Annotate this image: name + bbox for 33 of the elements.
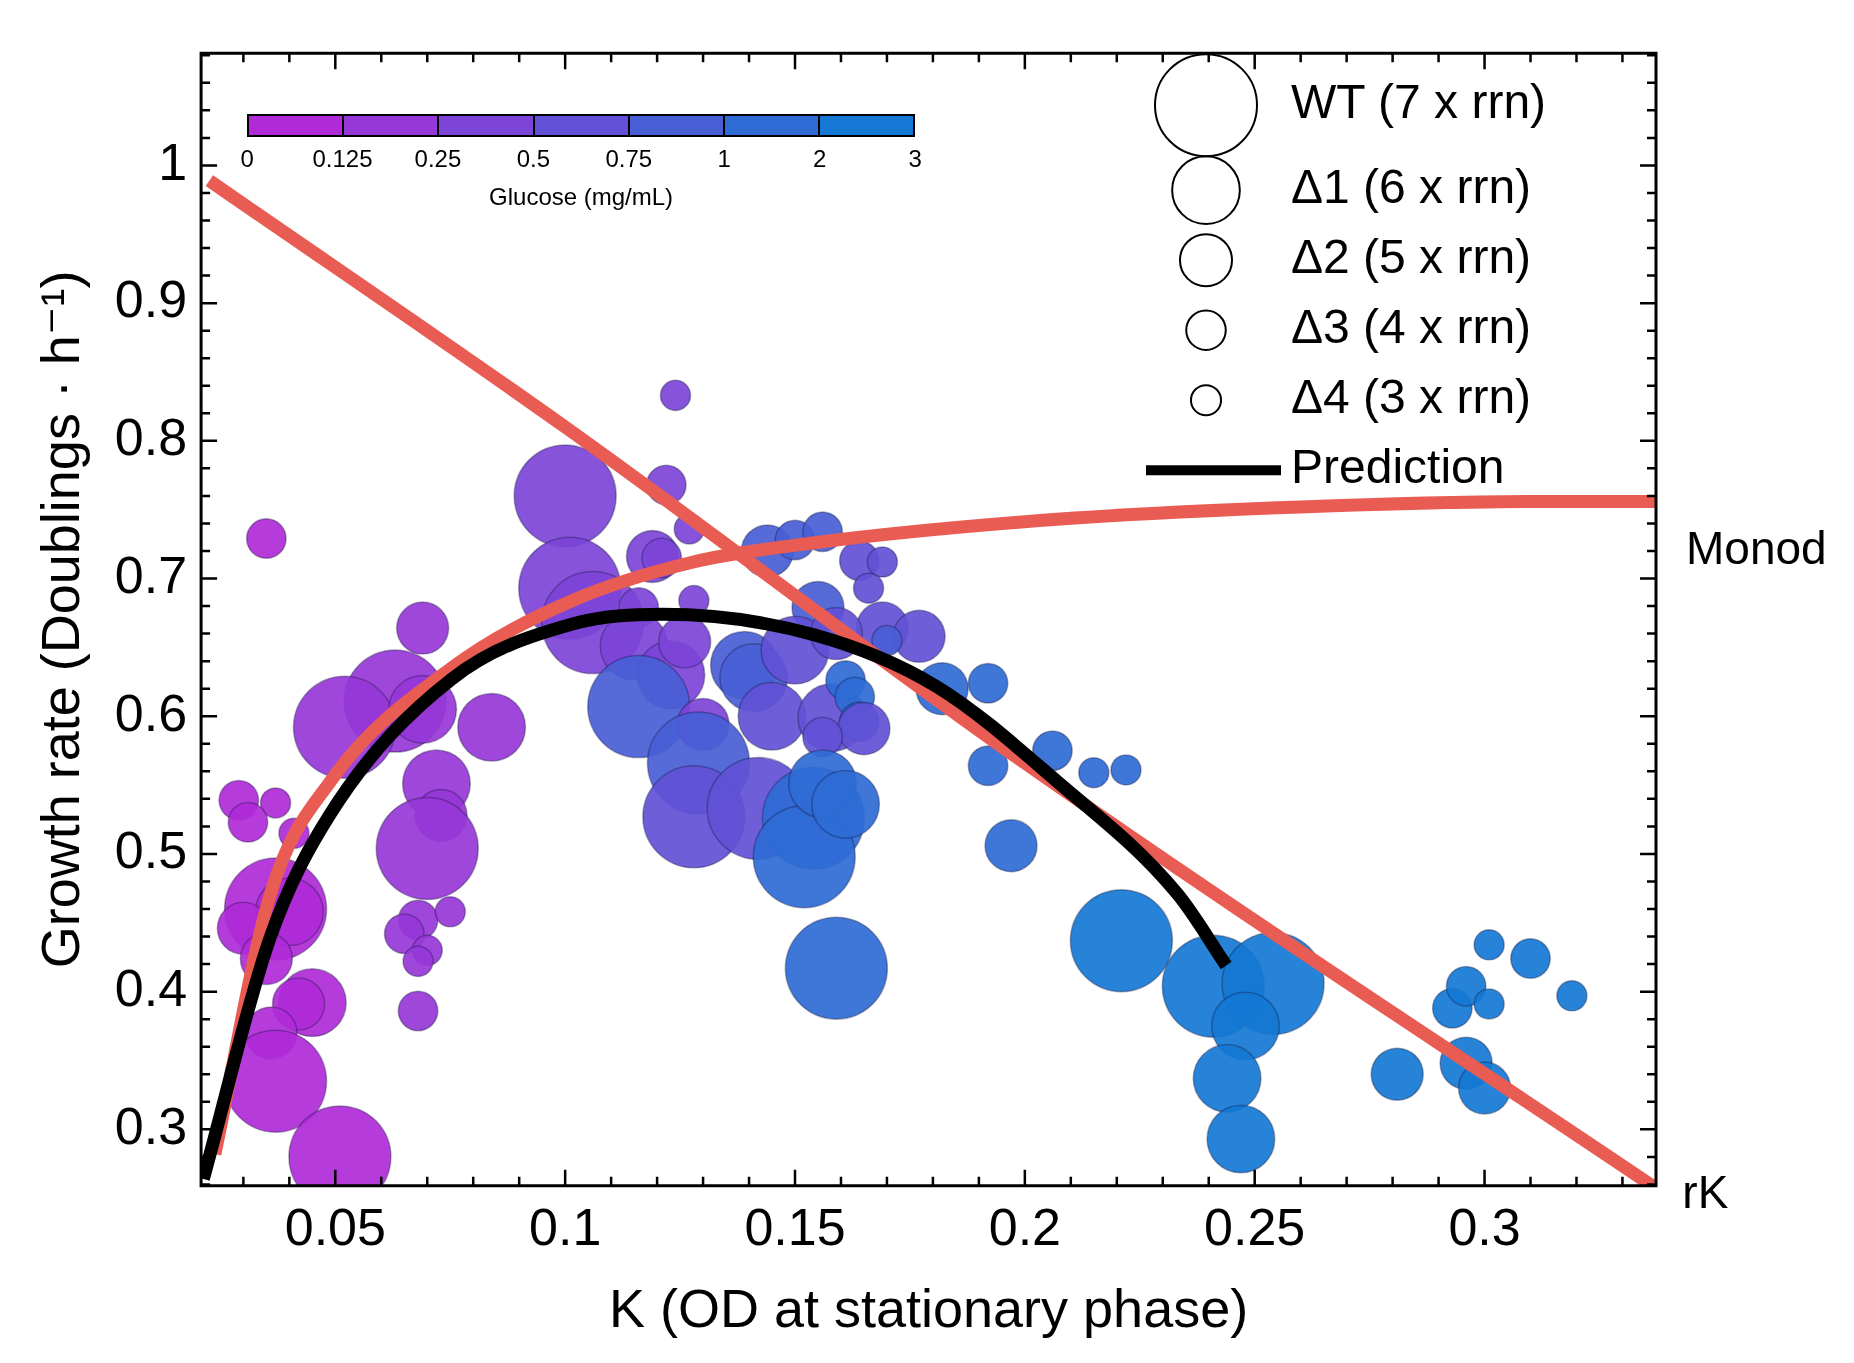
y-tick-label: 0.3 [114, 1096, 188, 1155]
legend-label: WT (7 x rrn) [1291, 75, 1547, 129]
legend-label: Δ4 (3 x rrn) [1291, 370, 1532, 424]
y-axis-title: Growth rate (Doublings · h⁻¹) [30, 270, 91, 969]
y-tick-label: 0.7 [114, 545, 188, 604]
y-tick-label: 0.9 [114, 270, 188, 329]
y-tick-label: 0.8 [114, 408, 188, 467]
y-tick-label: 1 [158, 132, 188, 191]
x-tick-label: 0.25 [1204, 1198, 1306, 1257]
y-tick-label: 0.6 [114, 683, 188, 742]
legend-label: Δ1 (6 x rrn) [1291, 160, 1532, 214]
annotation: 3 [908, 145, 922, 174]
x-tick-label: 0.1 [529, 1198, 602, 1257]
annotation: rK [1682, 1166, 1729, 1219]
legend-label: Δ3 (4 x rrn) [1291, 300, 1532, 354]
annotation: 2 [812, 145, 827, 174]
legend-label: Prediction [1291, 440, 1505, 494]
x-tick-label: 0.2 [988, 1198, 1061, 1257]
x-tick-label: 0.3 [1448, 1198, 1521, 1257]
annotation: 0.5 [516, 145, 551, 174]
annotation: 1 [717, 145, 731, 174]
legend-label: Δ2 (5 x rrn) [1291, 230, 1532, 284]
annotation: 0.125 [312, 145, 373, 174]
x-axis-title: K (OD at stationary phase) [608, 1278, 1249, 1339]
x-tick-label: 0.15 [744, 1198, 846, 1257]
annotation: 0.75 [605, 145, 653, 174]
y-tick-label: 0.4 [114, 958, 188, 1017]
annotation: Monod [1686, 522, 1827, 575]
y-tick-label: 0.5 [114, 821, 188, 880]
annotation: Glucose (mg/mL) [488, 183, 675, 212]
annotation: 0 [240, 145, 254, 174]
x-tick-label: 0.05 [284, 1198, 386, 1257]
annotation: 0.25 [414, 145, 462, 174]
